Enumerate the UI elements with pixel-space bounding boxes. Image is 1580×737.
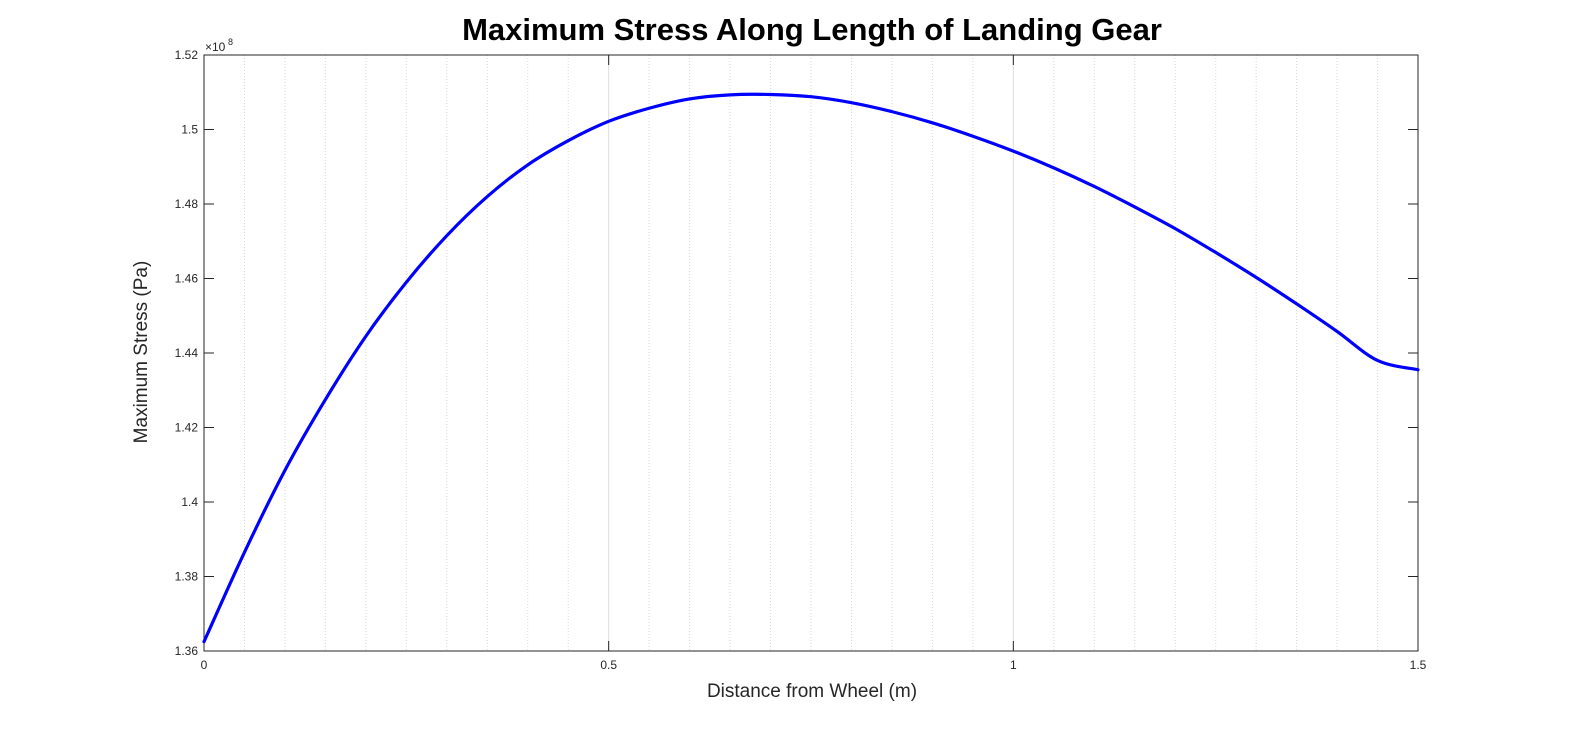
y-exponent-value: 8 [228, 37, 233, 47]
plot-area: 0 0.5 1 1.5 1.36 1.38 1.4 1.42 1.44 1.46 1.48 1.5 1.… [175, 48, 1427, 672]
y-axis-label: Maximum Stress (Pa) [131, 261, 152, 444]
y-tick-label: 1.42 [175, 421, 199, 435]
y-tick-label: 1.36 [175, 644, 199, 658]
y-tick-label: 1.46 [175, 272, 199, 286]
y-tick-label: 1.4 [181, 495, 198, 509]
y-tick-label: 1.44 [175, 346, 199, 360]
y-tick-label: 1.52 [175, 48, 199, 62]
y-tick-label: 1.48 [175, 197, 199, 211]
x-tick-label: 0 [201, 658, 208, 672]
series-line [202, 92, 1420, 644]
chart-title: Maximum Stress Along Length of Landing G… [462, 12, 1162, 47]
x-axis-label: Distance from Wheel (m) [707, 681, 917, 702]
x-tick-label: 1.5 [1410, 658, 1427, 672]
y-tick-label: 1.38 [175, 570, 199, 584]
y-tick-label: 1.5 [181, 123, 198, 137]
x-tick-label: 1 [1010, 658, 1017, 672]
y-exponent-label: ×10 8 [205, 37, 233, 54]
y-exponent-base: ×10 [205, 40, 226, 54]
x-tick-label: 0.5 [600, 658, 617, 672]
